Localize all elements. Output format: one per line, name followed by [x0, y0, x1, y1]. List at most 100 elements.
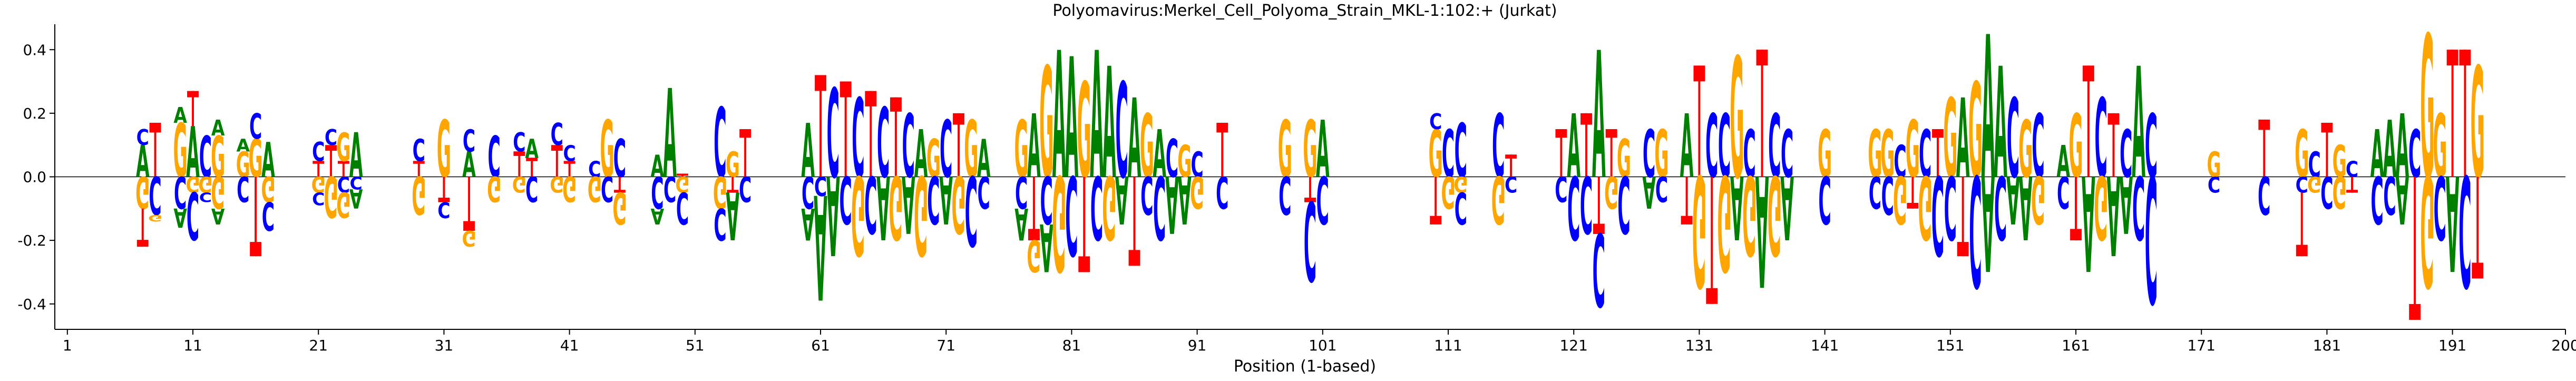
logo-glyph-A: A: [186, 112, 200, 193]
x-tick-label: 31: [435, 337, 454, 354]
x-tick-label: 21: [309, 337, 328, 354]
logo-glyph-A: A: [1755, 141, 1769, 318]
logo-glyph-C: C: [2308, 145, 2320, 185]
logo-glyph-G: G: [211, 167, 225, 217]
logo-glyph-A: A: [2396, 96, 2409, 198]
y-tick-label: 0.2: [23, 105, 46, 122]
logo-glyph-T: [1706, 177, 1718, 304]
logo-glyph-C: C: [437, 197, 450, 223]
logo-glyph-T: [413, 161, 425, 177]
logo-glyph-G: G: [261, 168, 275, 209]
logo-glyph-T: [1078, 177, 1090, 272]
logo-glyph-T: [2082, 65, 2094, 177]
logo-glyph-G: G: [336, 125, 350, 171]
x-tick-label: 151: [1936, 337, 1964, 354]
logo-glyph-C: C: [1429, 109, 1442, 134]
logo-glyph-A: A: [136, 136, 150, 187]
logo-glyph-T: [2107, 113, 2120, 177]
logo-glyph-C: C: [1140, 164, 1153, 224]
logo-glyph-A: A: [211, 203, 225, 229]
logo-glyph-A: A: [1102, 35, 1116, 213]
logo-glyph-C: C: [2057, 167, 2070, 217]
y-tick-label: 0.0: [23, 169, 46, 186]
x-tick-label: 81: [1062, 337, 1081, 354]
logo-glyph-C: C: [1505, 172, 1517, 198]
logo-glyph-C: C: [325, 125, 337, 151]
logo-glyph-C: C: [588, 157, 601, 182]
logo-glyph-G: G: [1190, 167, 1204, 217]
logo-glyph-T: [1957, 177, 1969, 257]
logo-glyph-A: A: [1115, 161, 1129, 236]
logo-glyph-A: A: [1981, 0, 1995, 223]
logo-glyph-A: A: [914, 117, 928, 192]
logo-glyph-G: G: [2307, 172, 2321, 198]
logo-glyph-T: [1304, 177, 1316, 202]
logo-glyph-C: C: [852, 76, 864, 202]
x-tick-label: 191: [2438, 337, 2466, 354]
logo-glyph-T: [313, 161, 325, 177]
logo-glyph-T: [1216, 122, 1228, 177]
logo-glyph-A: A: [261, 133, 275, 189]
logo-glyph-T: [2258, 119, 2270, 177]
x-tick-label: 200: [2551, 337, 2576, 354]
logo-glyph-G: G: [713, 167, 727, 217]
logo-glyph-A: A: [801, 198, 815, 249]
logo-glyph-C: C: [1567, 155, 1580, 257]
logo-glyph-C: C: [1718, 96, 1731, 198]
logo-glyph-C: C: [413, 133, 425, 169]
logo-glyph-C: C: [877, 88, 890, 199]
logo-glyph-T: [1681, 177, 1693, 224]
logo-glyph-G: G: [1692, 141, 1706, 318]
logo-glyph-C: C: [2132, 155, 2145, 257]
logo-glyph-C: C: [601, 168, 613, 209]
logo-glyph-G: G: [336, 184, 350, 224]
logo-glyph-T: [526, 158, 538, 177]
x-tick-label: 181: [2313, 337, 2341, 354]
x-tick-label: 121: [1559, 337, 1587, 354]
logo-glyph-G: G: [1014, 105, 1029, 196]
logo-glyph-C: C: [1455, 109, 1467, 195]
logo-glyph-G: G: [1052, 146, 1066, 298]
logo-glyph-G: G: [1654, 117, 1668, 192]
logo-glyph-T: [739, 129, 752, 177]
logo-glyph-A: A: [902, 158, 915, 249]
logo-glyph-G: G: [1604, 167, 1618, 217]
logo-glyph-G: G: [1768, 151, 1782, 278]
logo-glyph-G: G: [550, 172, 564, 198]
logo-glyph-T: [2321, 122, 2333, 177]
logo-glyph-C: C: [1166, 129, 1178, 189]
x-tick-label: 101: [1309, 337, 1336, 354]
logo-glyph-G: G: [2333, 136, 2347, 187]
logo-glyph-T: [2409, 177, 2421, 320]
logo-glyph-A: A: [1090, 16, 1104, 218]
logo-glyph-A: A: [1153, 117, 1166, 192]
logo-glyph-C: C: [1065, 151, 1078, 278]
x-axis-label: Position (1-based): [1234, 357, 1376, 376]
logo-glyph-C: C: [802, 167, 814, 217]
x-tick-label: 161: [2062, 337, 2090, 354]
logo-glyph-C: C: [1869, 167, 1881, 217]
logo-glyph-A: A: [726, 177, 739, 252]
logo-glyph-C: C: [840, 161, 852, 236]
glyph-layer: ACGCGGACAAGCCGCGAGAGACGCAGCCGCCGGCGACACG…: [135, 0, 2485, 338]
logo-glyph-C: C: [337, 172, 350, 198]
logo-glyph-G: G: [173, 109, 188, 195]
logo-glyph-A: A: [1994, 35, 2007, 213]
logo-glyph-C: C: [2032, 96, 2044, 198]
logo-glyph-A: A: [826, 151, 840, 278]
logo-glyph-C: C: [940, 105, 952, 196]
logo-glyph-C: C: [902, 96, 915, 198]
logo-glyph-G: G: [612, 182, 627, 233]
logo-glyph-T: [677, 173, 688, 177]
logo-glyph-T: [1907, 177, 1919, 209]
logo-glyph-C: C: [1617, 158, 1630, 249]
logo-glyph-C: C: [2007, 76, 2019, 202]
logo-glyph-C: C: [2145, 135, 2158, 338]
logo-glyph-C: C: [1743, 117, 1756, 192]
logo-glyph-T: [2296, 192, 2308, 257]
logo-glyph-A: A: [1014, 198, 1028, 249]
logo-glyph-A: A: [1178, 161, 1192, 236]
x-tick-label: 51: [686, 337, 705, 354]
logo-glyph-C: C: [1555, 168, 1567, 209]
